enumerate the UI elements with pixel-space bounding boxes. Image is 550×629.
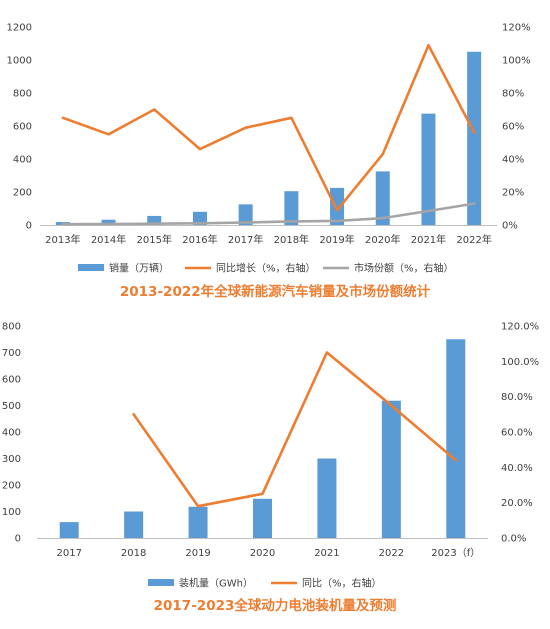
- chart-title: 2013-2022年全球新能源汽车销量及市场份额统计: [120, 283, 431, 300]
- x-tick-label: 2016年: [182, 233, 217, 246]
- bar: [446, 339, 466, 538]
- bar: [330, 187, 345, 225]
- x-tick-label: 2018年: [274, 233, 309, 246]
- y-left-tick-label: 200: [2, 481, 21, 492]
- x-tick-label: 2019年: [319, 233, 354, 246]
- x-tick-label: 2018: [121, 548, 146, 559]
- bar: [317, 458, 337, 538]
- series-line-yoy: [132, 351, 458, 508]
- bar: [124, 511, 144, 538]
- y-left-tick-label: 300: [2, 454, 21, 465]
- y-right-tick-label: 20.0%: [501, 498, 533, 509]
- y-right-tick-label: 0.0%: [501, 534, 526, 545]
- x-tick-label: 2015年: [137, 233, 172, 246]
- x-tick-label: 2021: [314, 548, 339, 559]
- y-right-tick-label: 40.0%: [501, 463, 533, 474]
- bar: [147, 215, 162, 225]
- bar: [467, 51, 482, 225]
- bar: [188, 506, 208, 538]
- y-right-tick-label: 0%: [502, 221, 518, 232]
- chart-ev-sales: 0 200 400 600 800 1000 1200 0% 20% 40% 60% 80% 100% 1…: [7, 23, 531, 301]
- x-tick-label: 2013年: [45, 233, 80, 246]
- y-left-tick-label: 0: [15, 534, 21, 545]
- bar: [238, 204, 253, 225]
- y-left-tick-label: 400: [13, 155, 32, 166]
- legend-swatch-bar: [78, 264, 104, 271]
- y-right-tick-label: 100.0%: [501, 357, 539, 368]
- series-line-yoy: [61, 43, 476, 212]
- y-right-tick-label: 80.0%: [501, 392, 533, 403]
- bar: [253, 498, 272, 538]
- y-left-tick-label: 600: [2, 375, 21, 386]
- series-line-market-share: [61, 202, 476, 226]
- legend-swatch-bar: [148, 579, 174, 586]
- bar: [101, 219, 116, 225]
- y-left-tick-label: 1000: [7, 56, 32, 67]
- y-left-tick-label: 0: [26, 221, 32, 232]
- y-right-tick-label: 120%: [502, 23, 531, 34]
- bar: [381, 400, 401, 538]
- legend-label: 市场份额（%，右轴）: [354, 262, 454, 275]
- y-left-tick-label: 200: [13, 188, 32, 199]
- y-left-tick-label: 1200: [7, 23, 32, 34]
- y-right-tick-label: 60%: [502, 122, 524, 133]
- bar: [59, 522, 79, 538]
- x-tick-label: 2017: [56, 548, 81, 559]
- y-right-tick-label: 80%: [502, 89, 524, 100]
- y-right-tick-label: 120.0%: [501, 322, 539, 333]
- x-tick-label: 2022年: [456, 233, 491, 246]
- y-left-tick-label: 100: [2, 507, 21, 518]
- bar: [375, 171, 390, 225]
- x-tick-label: 2019: [185, 548, 210, 559]
- legend-label: 同比增长（%，右轴）: [216, 262, 316, 275]
- y-left-tick-label: 600: [13, 122, 32, 133]
- bar: [421, 113, 436, 225]
- x-tick-label: 2022: [379, 548, 404, 559]
- bar: [284, 191, 299, 225]
- legend-label: 销量（万辆）: [109, 262, 169, 275]
- chart-battery-installations: 0 100 200 300 400 500 600 700 800 0.0% 20.0% 40.0% 6…: [2, 322, 539, 615]
- y-left-tick-label: 800: [13, 89, 32, 100]
- x-tick-label: 2023（f）: [431, 547, 480, 559]
- y-right-tick-label: 60.0%: [501, 428, 533, 439]
- y-left-tick-label: 500: [2, 401, 21, 412]
- y-left-tick-label: 400: [2, 428, 21, 439]
- y-right-tick-label: 20%: [502, 188, 524, 199]
- bar: [192, 211, 207, 225]
- x-tick-label: 2021年: [411, 233, 446, 246]
- y-left-tick-label: 800: [2, 322, 21, 333]
- y-left-tick-label: 700: [2, 348, 21, 359]
- y-right-tick-label: 40%: [502, 155, 524, 166]
- x-tick-label: 2020: [250, 548, 275, 559]
- x-tick-label: 2014年: [91, 233, 126, 246]
- legend-label: 同比（%，右轴）: [302, 577, 382, 590]
- chart-title: 2017-2023全球动力电池装机量及预测: [154, 597, 397, 614]
- y-right-tick-label: 100%: [502, 56, 531, 67]
- legend-label: 装机量（GWh）: [179, 577, 253, 590]
- x-tick-label: 2020年: [365, 233, 400, 246]
- x-tick-label: 2017年: [228, 233, 263, 246]
